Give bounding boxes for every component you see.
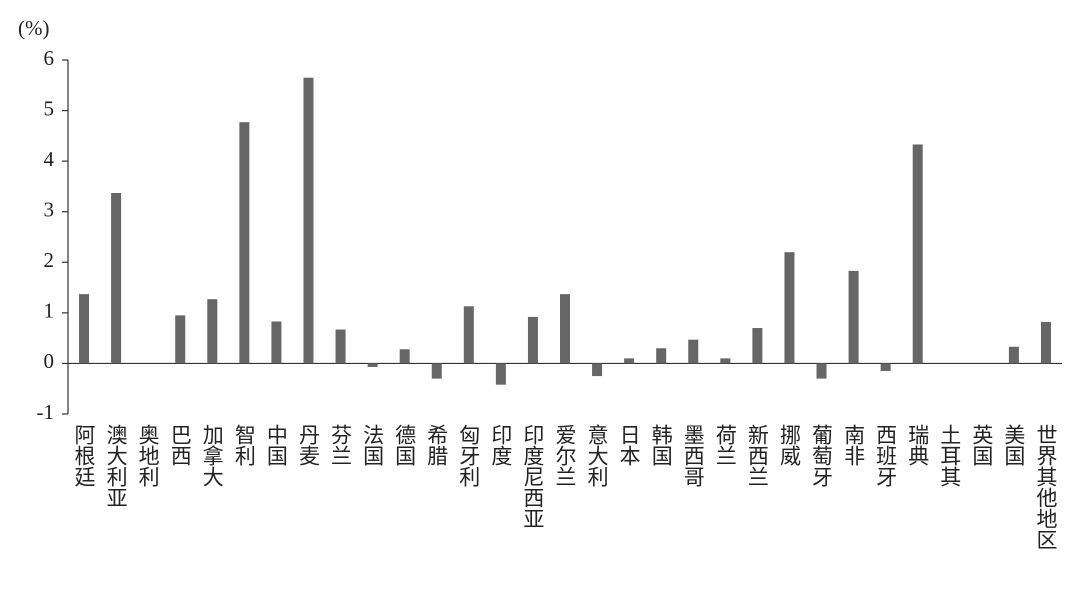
x-tick-label: 阿根廷 — [72, 424, 96, 487]
bar — [784, 252, 795, 364]
bar — [495, 363, 506, 385]
x-tick-label: 日本 — [617, 424, 641, 466]
x-tick-label: 挪威 — [777, 424, 801, 466]
x-tick-label: 法国 — [361, 424, 385, 466]
bar — [752, 328, 763, 364]
bar — [816, 363, 827, 379]
bar — [688, 339, 699, 364]
x-tick-label: 瑞典 — [906, 424, 930, 466]
bar — [367, 363, 378, 367]
bar — [207, 299, 218, 364]
x-tick-label: 英国 — [970, 424, 994, 466]
x-tick-label: 丹麦 — [296, 424, 320, 466]
x-tick-label: 西班牙 — [874, 424, 898, 487]
y-tick-label: -1 — [37, 400, 55, 424]
x-tick-label: 南非 — [842, 424, 866, 466]
x-tick-label: 荷兰 — [713, 424, 737, 466]
bar — [431, 363, 442, 379]
bar — [560, 294, 570, 364]
x-tick-label: 澳大利亚 — [104, 424, 128, 508]
x-tick-label: 墨西哥 — [681, 424, 705, 487]
x-tick-label: 印度 — [489, 424, 513, 466]
x-tick-label: 美国 — [1002, 424, 1026, 466]
y-tick-label: 5 — [44, 96, 55, 120]
y-tick-label: 6 — [44, 46, 55, 70]
bar — [624, 358, 635, 364]
x-tick-label: 意大利 — [585, 424, 609, 487]
bar — [271, 321, 282, 364]
x-tick-label: 德国 — [393, 424, 417, 466]
bar — [912, 144, 923, 364]
x-tick-label: 智利 — [232, 424, 256, 466]
x-tick-label: 爱尔兰 — [553, 424, 577, 487]
bar — [527, 316, 538, 364]
x-tick-label: 匈牙利 — [457, 424, 481, 487]
bar — [303, 77, 314, 364]
x-tick-label: 奥地利 — [136, 424, 160, 487]
bar — [335, 329, 346, 364]
y-tick-label: 1 — [44, 299, 55, 323]
bar — [79, 294, 90, 364]
bar — [1008, 346, 1019, 364]
y-tick-label: 2 — [44, 248, 55, 272]
bar — [175, 315, 186, 364]
y-tick-label: 0 — [44, 349, 55, 373]
x-tick-label: 新西兰 — [745, 424, 769, 487]
bar — [1040, 321, 1051, 364]
bar — [463, 306, 474, 364]
bar — [848, 270, 859, 364]
bar — [239, 122, 250, 364]
x-tick-label: 印度尼西亚 — [521, 424, 545, 529]
x-tick-label: 土耳其 — [938, 424, 962, 487]
y-tick-label: 4 — [44, 147, 55, 171]
bar — [656, 348, 667, 364]
x-tick-label: 世界其他地区 — [1034, 424, 1058, 550]
x-tick-label: 葡萄牙 — [810, 424, 834, 487]
bar — [880, 363, 891, 372]
x-tick-label: 希腊 — [425, 424, 449, 466]
x-tick-label: 中国 — [264, 424, 288, 466]
bar — [592, 363, 603, 377]
x-tick-label: 巴西 — [168, 424, 192, 466]
x-tick-label: 芬兰 — [329, 424, 353, 466]
bar — [111, 193, 122, 364]
y-axis-label: (%) — [18, 16, 49, 40]
bar — [399, 349, 410, 364]
x-tick-label: 韩国 — [649, 424, 673, 466]
x-tick-label: 加拿大 — [200, 424, 224, 487]
y-tick-label: 3 — [44, 198, 55, 222]
bar — [720, 358, 731, 364]
